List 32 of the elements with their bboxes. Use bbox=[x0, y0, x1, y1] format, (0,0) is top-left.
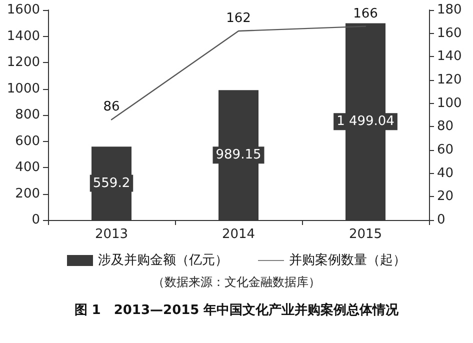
y2-tick-label: 120 bbox=[437, 72, 462, 88]
y-tick-label: 800 bbox=[15, 108, 40, 122]
y2-tick-label: 140 bbox=[437, 49, 462, 64]
data-label: 1 499.04 bbox=[336, 114, 394, 130]
y2-tick-label: 100 bbox=[437, 96, 462, 111]
y2-tick-label: 40 bbox=[437, 166, 454, 181]
y-tick-label: 1400 bbox=[6, 28, 40, 44]
data-label: 559.2 bbox=[92, 176, 130, 191]
legend-label: 涉及并购金额（亿元） bbox=[98, 253, 228, 268]
y2-tick-label: 160 bbox=[437, 26, 462, 41]
data-label: 162 bbox=[226, 11, 251, 26]
x-tick-label: 2014 bbox=[222, 227, 256, 242]
y2-tick-label: 60 bbox=[437, 142, 454, 158]
data-label: 86 bbox=[103, 100, 120, 115]
y2-tick-label: 80 bbox=[437, 119, 454, 134]
y-tick-label: 600 bbox=[15, 134, 40, 149]
y-tick-label: 1000 bbox=[6, 81, 40, 96]
legend-label: 并购案例数量（起） bbox=[289, 252, 406, 268]
data-label: 989.15 bbox=[216, 148, 262, 163]
y2-tick-label: 0 bbox=[437, 212, 446, 228]
y-tick-label: 0 bbox=[32, 212, 40, 228]
x-tick-label: 2013 bbox=[94, 227, 128, 242]
y-tick-label: 1200 bbox=[6, 55, 40, 70]
y-tick-label: 1600 bbox=[6, 2, 40, 18]
y2-tick-label: 20 bbox=[437, 189, 454, 204]
y-tick-label: 200 bbox=[15, 186, 40, 202]
text: 图 1 2013—2015 年中国文化产业并购案例总体情况 bbox=[73, 302, 400, 319]
text: （数据来源：文化金融数据库） bbox=[152, 274, 322, 291]
data-label: 166 bbox=[353, 6, 378, 22]
x-tick-label: 2015 bbox=[348, 227, 382, 242]
y-tick-label: 400 bbox=[15, 160, 40, 175]
y2-tick-label: 180 bbox=[437, 2, 462, 18]
